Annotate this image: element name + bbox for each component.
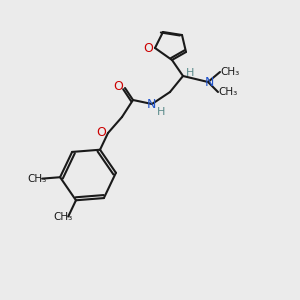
Text: CH₃: CH₃ [54, 212, 73, 221]
Text: O: O [113, 80, 123, 94]
Text: CH₃: CH₃ [28, 174, 47, 184]
Text: CH₃: CH₃ [218, 87, 238, 97]
Text: O: O [143, 41, 153, 55]
Text: H: H [157, 107, 165, 117]
Text: N: N [204, 76, 214, 88]
Text: O: O [96, 125, 106, 139]
Text: CH₃: CH₃ [220, 67, 240, 77]
Text: H: H [186, 68, 194, 78]
Text: N: N [146, 98, 156, 110]
